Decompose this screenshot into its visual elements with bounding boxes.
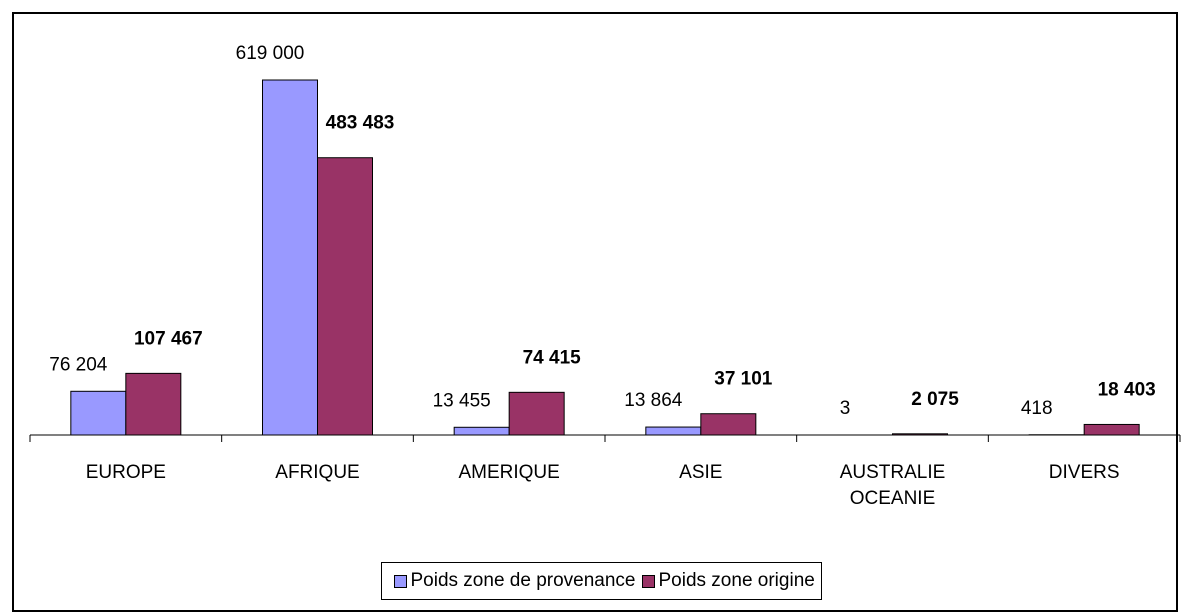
page: {"chart_data": {"type": "bar", "categori…: [0, 0, 1184, 596]
data-label: 107 467: [134, 328, 203, 349]
bar: [701, 414, 756, 435]
bar: [263, 80, 318, 435]
data-label: 2 075: [911, 389, 959, 410]
legend-swatch: [394, 575, 407, 588]
bar: [893, 434, 948, 435]
bar: [126, 373, 181, 435]
data-label: 3: [840, 398, 851, 419]
data-label: 13 864: [624, 390, 683, 411]
bar: [1084, 424, 1139, 435]
bar: [454, 427, 509, 435]
legend: Poids zone de provenance Poids zone origi…: [381, 562, 822, 600]
data-label: 13 455: [433, 390, 491, 411]
x-tick-label: EUROPE: [61, 460, 191, 486]
x-tick-label: AUSTRALIE OCEANIE: [828, 460, 958, 512]
data-label: 18 403: [1098, 379, 1156, 400]
data-label: 37 101: [714, 369, 773, 390]
legend-label: Poids zone origine: [659, 570, 815, 592]
data-label: 483 483: [326, 113, 395, 134]
data-label: 74 415: [523, 347, 582, 368]
x-tick-label: ASIE: [636, 460, 766, 486]
data-label: 619 000: [236, 43, 305, 64]
x-tick-label: AFRIQUE: [253, 460, 383, 486]
bar: [71, 391, 126, 435]
bar: [646, 427, 701, 435]
legend-swatch: [642, 575, 655, 588]
x-tick-label: DIVERS: [1019, 460, 1149, 486]
data-label: 76 204: [49, 354, 108, 375]
data-label: 418: [1021, 398, 1053, 419]
bar: [509, 392, 564, 435]
bar: [318, 158, 373, 435]
legend-label: Poids zone de provenance: [411, 570, 636, 592]
x-tick-label: AMERIQUE: [444, 460, 574, 486]
chart: 76 204 107 467 619 000 483 483 13 455 74 415 1…: [0, 0, 1184, 596]
